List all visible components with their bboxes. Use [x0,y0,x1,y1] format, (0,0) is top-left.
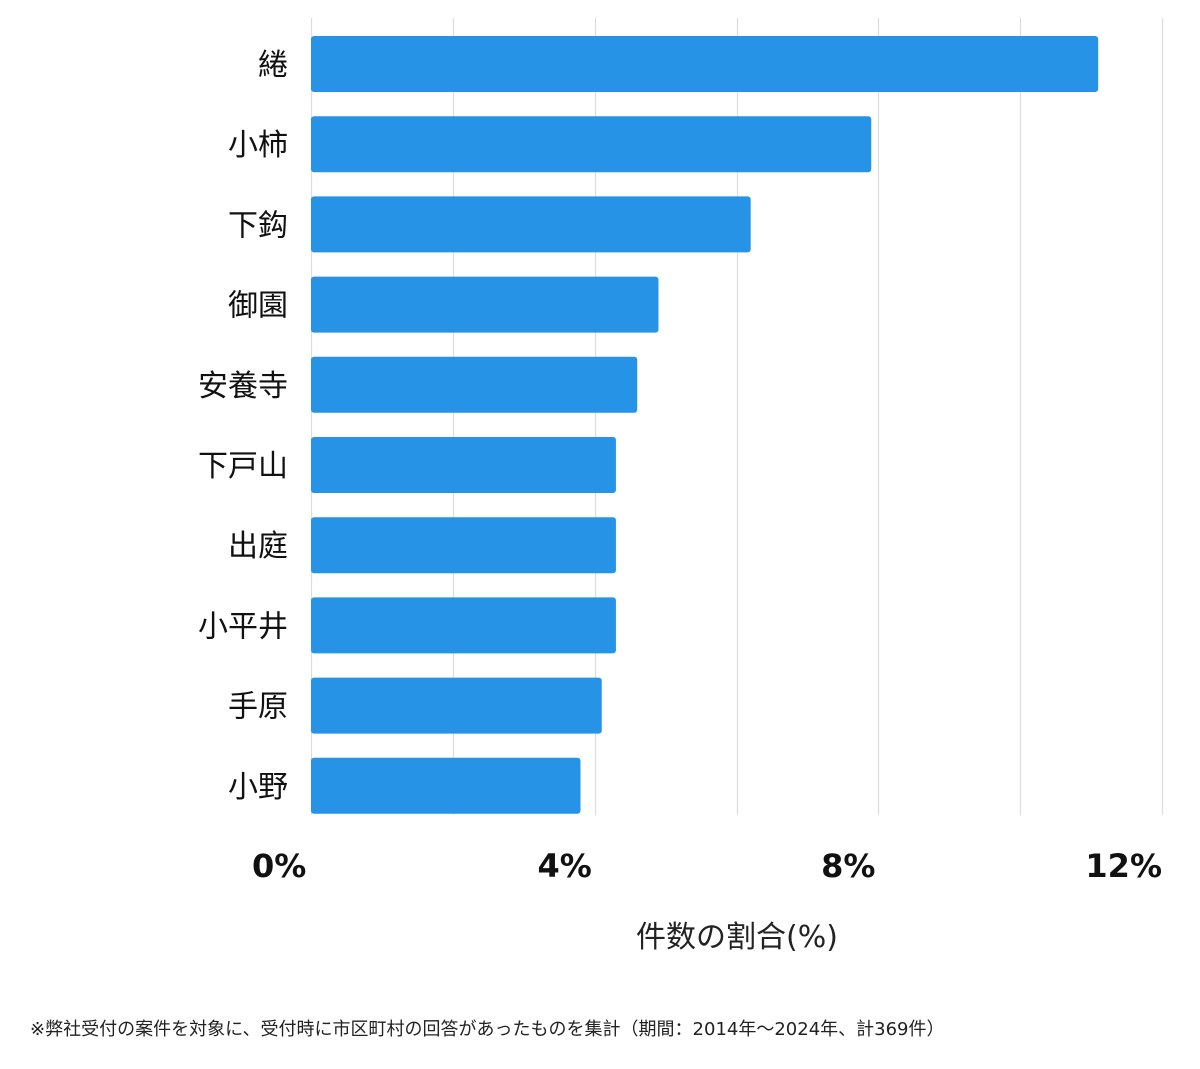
category-label: 下鈎 [228,208,288,243]
bar-8 [311,597,616,654]
bar-10 [311,757,581,814]
category-label: 出庭 [228,529,288,564]
category-label: 小野 [228,770,288,805]
bar-4 [311,276,659,333]
x-tick-labels: 0% 4% 8% 12% [252,847,1162,885]
x-tick-label: 0% [252,847,306,885]
bar-1 [311,36,1099,92]
category-label: 下戸山 [198,449,288,484]
x-tick-label: 12% [1085,847,1162,885]
x-tick-label: 4% [538,847,592,885]
x-tick-label: 8% [821,847,875,885]
footnote: ※弊社受付の案件を対象に、受付時に市区町村の回答があったものを集計（期間：201… [30,1019,945,1040]
category-label: 御園 [228,289,288,324]
bar-3 [311,196,751,253]
category-label: 綣 [258,48,288,83]
bar-2 [311,116,872,173]
category-label: 手原 [228,690,288,725]
category-label: 小柿 [228,128,288,163]
x-axis-title: 件数の割合(%) [636,920,838,955]
category-label: 小平井 [198,609,288,644]
bar-5 [311,356,638,413]
category-label: 安養寺 [198,369,288,404]
bars [311,36,1099,814]
bar-9 [311,677,602,734]
bar-6 [311,437,616,493]
bar-7 [311,517,616,574]
